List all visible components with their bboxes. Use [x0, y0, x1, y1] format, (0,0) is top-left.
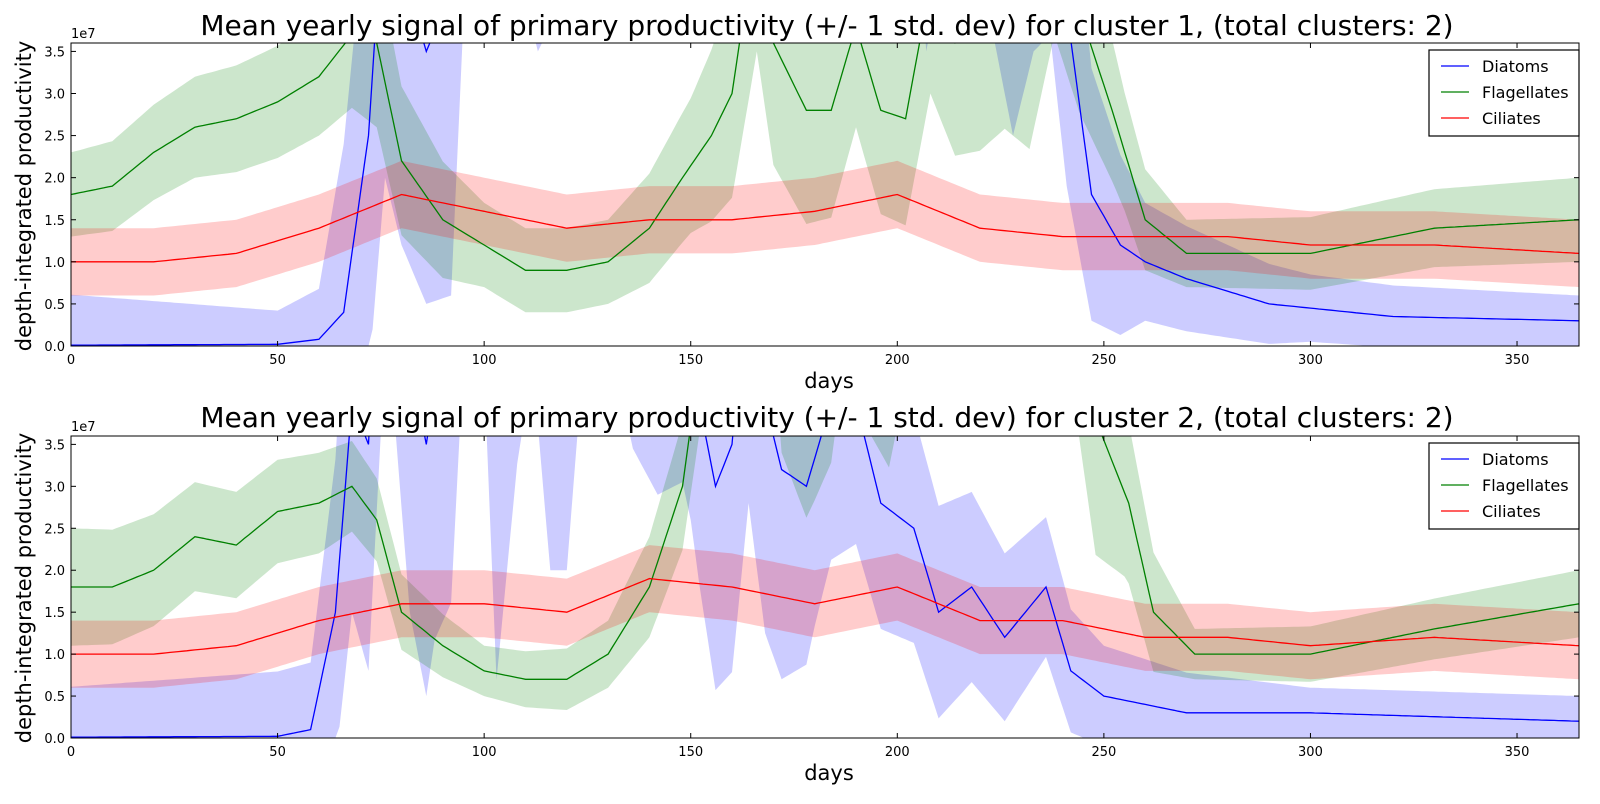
- y-offset-label: 1e7: [71, 420, 96, 435]
- legend-label-ciliates: Ciliates: [1482, 109, 1541, 128]
- std-band-flagellates: [71, 436, 1579, 710]
- legend: Diatoms Flagellates Ciliates: [1428, 49, 1580, 137]
- series-line-flagellates: [71, 436, 1579, 680]
- x-tick-label: 100: [472, 745, 497, 760]
- series-layer: [71, 436, 1579, 738]
- chart-panel-cluster-2: Mean yearly signal of primary productivi…: [12, 401, 1580, 785]
- y-tick-label: 1.0: [44, 256, 65, 271]
- std-band-diatoms: [71, 436, 1579, 738]
- legend-box: [1428, 442, 1580, 530]
- x-tick-label: 0: [67, 353, 75, 368]
- chart-title: Mean yearly signal of primary productivi…: [200, 401, 1453, 434]
- x-tick-label: 50: [269, 745, 286, 760]
- y-tick-label: 0.5: [44, 298, 65, 313]
- y-tick-label: 2.5: [44, 130, 65, 145]
- x-axis-label: days: [804, 369, 854, 393]
- legend-label-diatoms: Diatoms: [1482, 57, 1549, 76]
- std-band-diatoms: [71, 43, 1579, 346]
- x-tick-label: 150: [678, 353, 703, 368]
- plot-area: 0 50 100 150 200 250 300 350 0.0 0.5 1.0 1.5 2.0 2.5 3…: [44, 435, 1580, 760]
- x-tick-label: 250: [1091, 745, 1116, 760]
- series-line-diatoms: [71, 436, 1579, 738]
- y-tick-label: 3.5: [44, 45, 65, 60]
- std-band-flagellates: [71, 43, 1579, 313]
- axes-frame: [70, 42, 1580, 347]
- x-tick-label: 100: [472, 353, 497, 368]
- y-tick-label: 3.5: [44, 438, 65, 453]
- series-line-ciliates: [71, 577, 1579, 655]
- y-tick-label: 2.0: [44, 172, 65, 187]
- chart-title: Mean yearly signal of primary productivi…: [200, 9, 1453, 42]
- x-axis-label: days: [804, 761, 854, 785]
- std-band-ciliates: [71, 160, 1579, 296]
- y-tick-label: 2.0: [44, 564, 65, 579]
- legend-label-ciliates: Ciliates: [1482, 502, 1541, 521]
- y-tick-label: 3.0: [44, 88, 65, 103]
- y-tick-label: 1.5: [44, 214, 65, 229]
- y-offset-label: 1e7: [71, 27, 96, 42]
- y-tick-label: 0.0: [44, 340, 65, 355]
- plot-area: 0 50 100 150 200 250 300 350 0.0 0.5 1.0 1.5 2.0 2.5 3…: [44, 42, 1580, 368]
- chart-panel-cluster-1: Mean yearly signal of primary productivi…: [12, 9, 1580, 393]
- series-line-flagellates: [71, 43, 1579, 271]
- std-band-ciliates: [71, 545, 1579, 688]
- legend-label-flagellates: Flagellates: [1482, 476, 1569, 495]
- legend-box: [1428, 49, 1580, 137]
- y-tick-label: 0.0: [44, 732, 65, 747]
- series-line-ciliates: [71, 193, 1579, 263]
- legend: Diatoms Flagellates Ciliates: [1428, 442, 1580, 530]
- y-axis-label: depth-integrated productivity: [12, 41, 36, 352]
- axes-frame: [70, 435, 1580, 739]
- x-tick-label: 300: [1298, 353, 1323, 368]
- x-tick-label: 350: [1505, 745, 1530, 760]
- y-tick-label: 1.0: [44, 648, 65, 663]
- x-tick-label: 50: [269, 353, 286, 368]
- x-tick-label: 150: [678, 745, 703, 760]
- x-tick-label: 200: [885, 353, 910, 368]
- y-tick-label: 3.0: [44, 480, 65, 495]
- legend-label-flagellates: Flagellates: [1482, 83, 1569, 102]
- y-axis-label: depth-integrated productivity: [12, 433, 36, 744]
- x-tick-label: 250: [1091, 353, 1116, 368]
- y-tick-label: 1.5: [44, 606, 65, 621]
- x-tick-label: 0: [67, 745, 75, 760]
- x-tick-label: 300: [1298, 745, 1323, 760]
- legend-label-diatoms: Diatoms: [1482, 450, 1549, 469]
- series-layer: [71, 43, 1579, 346]
- y-tick-label: 0.5: [44, 690, 65, 705]
- y-tick-label: 2.5: [44, 522, 65, 537]
- x-tick-label: 350: [1505, 353, 1530, 368]
- x-tick-label: 200: [885, 745, 910, 760]
- series-line-diatoms: [71, 43, 1579, 346]
